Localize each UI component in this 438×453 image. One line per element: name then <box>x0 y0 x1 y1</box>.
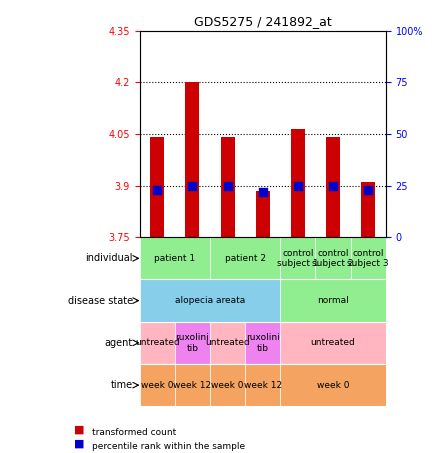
FancyBboxPatch shape <box>245 322 280 364</box>
Bar <box>256 191 270 237</box>
Text: individual: individual <box>85 253 133 263</box>
Text: ■: ■ <box>74 438 85 448</box>
FancyBboxPatch shape <box>140 364 175 406</box>
FancyBboxPatch shape <box>140 322 175 364</box>
Point <box>189 182 196 189</box>
Text: time: time <box>110 380 133 390</box>
Point <box>154 186 161 193</box>
Bar <box>291 129 305 237</box>
Text: control
subject 3: control subject 3 <box>347 249 389 268</box>
Text: alopecia areata: alopecia areata <box>175 296 245 305</box>
Text: control
subject 2: control subject 2 <box>312 249 354 268</box>
FancyBboxPatch shape <box>210 322 245 364</box>
FancyBboxPatch shape <box>140 280 280 322</box>
FancyBboxPatch shape <box>350 237 386 280</box>
FancyBboxPatch shape <box>315 237 350 280</box>
Text: week 0: week 0 <box>141 381 173 390</box>
Text: ruxolini
tib: ruxolini tib <box>176 333 209 352</box>
Text: control
subject 1: control subject 1 <box>277 249 319 268</box>
Bar <box>361 182 375 237</box>
Text: transformed count: transformed count <box>92 428 176 437</box>
Text: week 12: week 12 <box>173 381 212 390</box>
Point <box>224 182 231 189</box>
Text: patient 1: patient 1 <box>154 254 195 263</box>
Text: disease state: disease state <box>67 296 133 306</box>
Text: normal: normal <box>317 296 349 305</box>
Text: ■: ■ <box>74 424 85 434</box>
FancyBboxPatch shape <box>140 237 210 280</box>
Point <box>259 188 266 195</box>
Title: GDS5275 / 241892_at: GDS5275 / 241892_at <box>194 15 332 28</box>
Point <box>294 182 301 189</box>
FancyBboxPatch shape <box>210 237 280 280</box>
FancyBboxPatch shape <box>280 237 315 280</box>
Text: week 0: week 0 <box>211 381 244 390</box>
FancyBboxPatch shape <box>280 364 386 406</box>
Text: ruxolini
tib: ruxolini tib <box>246 333 279 352</box>
FancyBboxPatch shape <box>175 364 210 406</box>
Text: agent: agent <box>104 338 133 348</box>
Text: week 12: week 12 <box>244 381 282 390</box>
Text: untreated: untreated <box>311 338 355 347</box>
Text: untreated: untreated <box>135 338 180 347</box>
Bar <box>150 137 164 237</box>
Bar <box>326 137 340 237</box>
Point <box>329 182 336 189</box>
FancyBboxPatch shape <box>245 364 280 406</box>
Bar <box>185 82 199 237</box>
Bar <box>220 137 235 237</box>
Text: week 0: week 0 <box>317 381 349 390</box>
FancyBboxPatch shape <box>210 364 245 406</box>
FancyBboxPatch shape <box>280 322 386 364</box>
Text: percentile rank within the sample: percentile rank within the sample <box>92 442 245 451</box>
Text: patient 2: patient 2 <box>225 254 265 263</box>
Text: untreated: untreated <box>205 338 250 347</box>
FancyBboxPatch shape <box>280 280 386 322</box>
FancyBboxPatch shape <box>175 322 210 364</box>
Point <box>365 186 372 193</box>
